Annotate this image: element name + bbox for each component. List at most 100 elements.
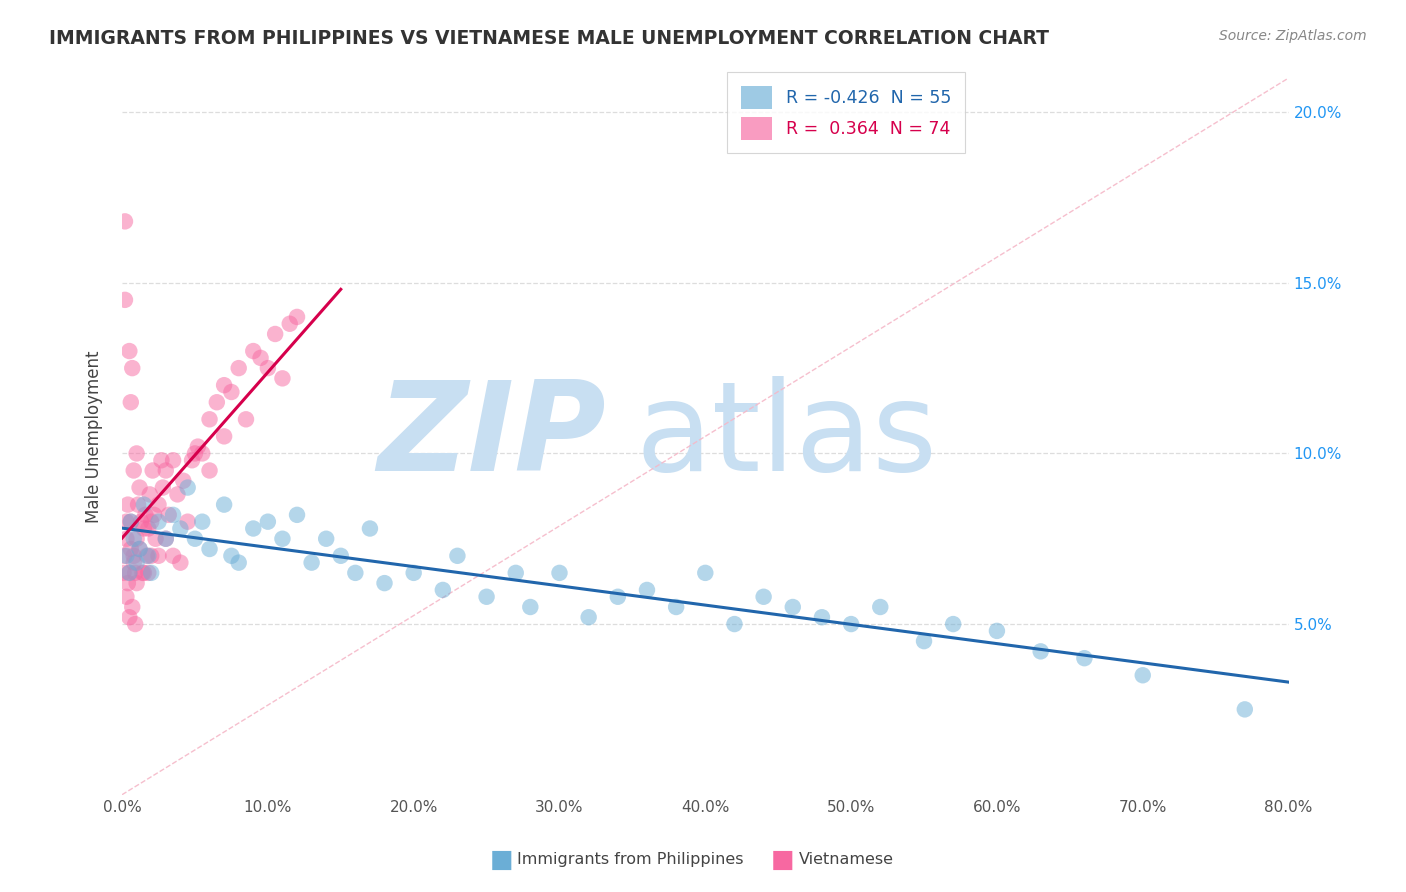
Point <box>249 351 271 365</box>
Point <box>1132 668 1154 682</box>
Point <box>235 412 257 426</box>
Point <box>139 487 162 501</box>
Point <box>181 453 204 467</box>
Text: Vietnamese: Vietnamese <box>799 853 894 867</box>
Point <box>695 566 717 580</box>
Point <box>505 566 527 580</box>
Point <box>257 361 280 376</box>
Point <box>117 576 139 591</box>
Point <box>278 317 301 331</box>
Legend: R = -0.426  N = 55, R =  0.364  N = 74: R = -0.426 N = 55, R = 0.364 N = 74 <box>727 72 965 153</box>
Point <box>157 508 180 522</box>
Point <box>114 214 136 228</box>
Point <box>148 515 170 529</box>
Point <box>271 371 294 385</box>
Point <box>184 446 207 460</box>
Point <box>191 446 214 460</box>
Point <box>118 566 141 580</box>
Point <box>125 556 148 570</box>
Point <box>148 498 170 512</box>
Point <box>475 590 498 604</box>
Point <box>172 474 194 488</box>
Point <box>142 463 165 477</box>
Point <box>184 532 207 546</box>
Point <box>212 378 235 392</box>
Point <box>301 556 323 570</box>
Point <box>402 566 425 580</box>
Point <box>344 566 367 580</box>
Point <box>228 556 250 570</box>
Point <box>285 508 308 522</box>
Point <box>115 532 138 546</box>
Point <box>176 481 198 495</box>
Point <box>143 508 166 522</box>
Point <box>118 344 141 359</box>
Point <box>228 361 250 376</box>
Point <box>120 515 142 529</box>
Point <box>162 549 184 563</box>
Point <box>125 446 148 460</box>
Point <box>135 549 157 563</box>
Point <box>221 384 243 399</box>
Point <box>548 566 571 580</box>
Point <box>271 532 294 546</box>
Text: ■: ■ <box>770 848 794 871</box>
Point <box>242 344 264 359</box>
Point <box>221 549 243 563</box>
Point <box>811 610 834 624</box>
Y-axis label: Male Unemployment: Male Unemployment <box>86 351 103 523</box>
Point <box>1029 644 1052 658</box>
Point <box>129 515 152 529</box>
Point <box>166 487 188 501</box>
Point <box>752 590 775 604</box>
Point <box>141 515 163 529</box>
Point <box>723 617 745 632</box>
Point <box>122 549 145 563</box>
Point <box>112 549 135 563</box>
Point <box>191 515 214 529</box>
Point <box>132 521 155 535</box>
Text: ZIP: ZIP <box>377 376 606 497</box>
Point <box>155 463 177 477</box>
Point <box>329 549 352 563</box>
Point <box>115 515 138 529</box>
Point <box>242 521 264 535</box>
Point <box>169 521 191 535</box>
Point <box>120 541 142 556</box>
Point <box>132 566 155 580</box>
Point <box>124 566 146 580</box>
Point <box>114 293 136 307</box>
Point <box>150 453 173 467</box>
Point <box>782 599 804 614</box>
Point <box>359 521 381 535</box>
Point <box>162 453 184 467</box>
Point <box>120 515 142 529</box>
Point <box>1073 651 1095 665</box>
Point <box>198 412 221 426</box>
Point <box>121 599 143 614</box>
Point <box>636 582 658 597</box>
Point <box>118 566 141 580</box>
Point <box>212 429 235 443</box>
Point <box>134 508 156 522</box>
Text: IMMIGRANTS FROM PHILIPPINES VS VIETNAMESE MALE UNEMPLOYMENT CORRELATION CHART: IMMIGRANTS FROM PHILIPPINES VS VIETNAMES… <box>49 29 1049 47</box>
Point <box>136 549 159 563</box>
Point <box>148 549 170 563</box>
Point <box>145 532 167 546</box>
Point <box>122 463 145 477</box>
Point <box>986 624 1008 638</box>
Point <box>127 498 149 512</box>
Text: atlas: atlas <box>636 376 938 497</box>
Point <box>155 532 177 546</box>
Point <box>912 634 935 648</box>
Point <box>198 541 221 556</box>
Point <box>128 541 150 556</box>
Point <box>212 498 235 512</box>
Point <box>942 617 965 632</box>
Point <box>121 361 143 376</box>
Text: Immigrants from Philippines: Immigrants from Philippines <box>517 853 744 867</box>
Point <box>257 515 280 529</box>
Point <box>152 481 174 495</box>
Point <box>1233 702 1256 716</box>
Point <box>112 566 135 580</box>
